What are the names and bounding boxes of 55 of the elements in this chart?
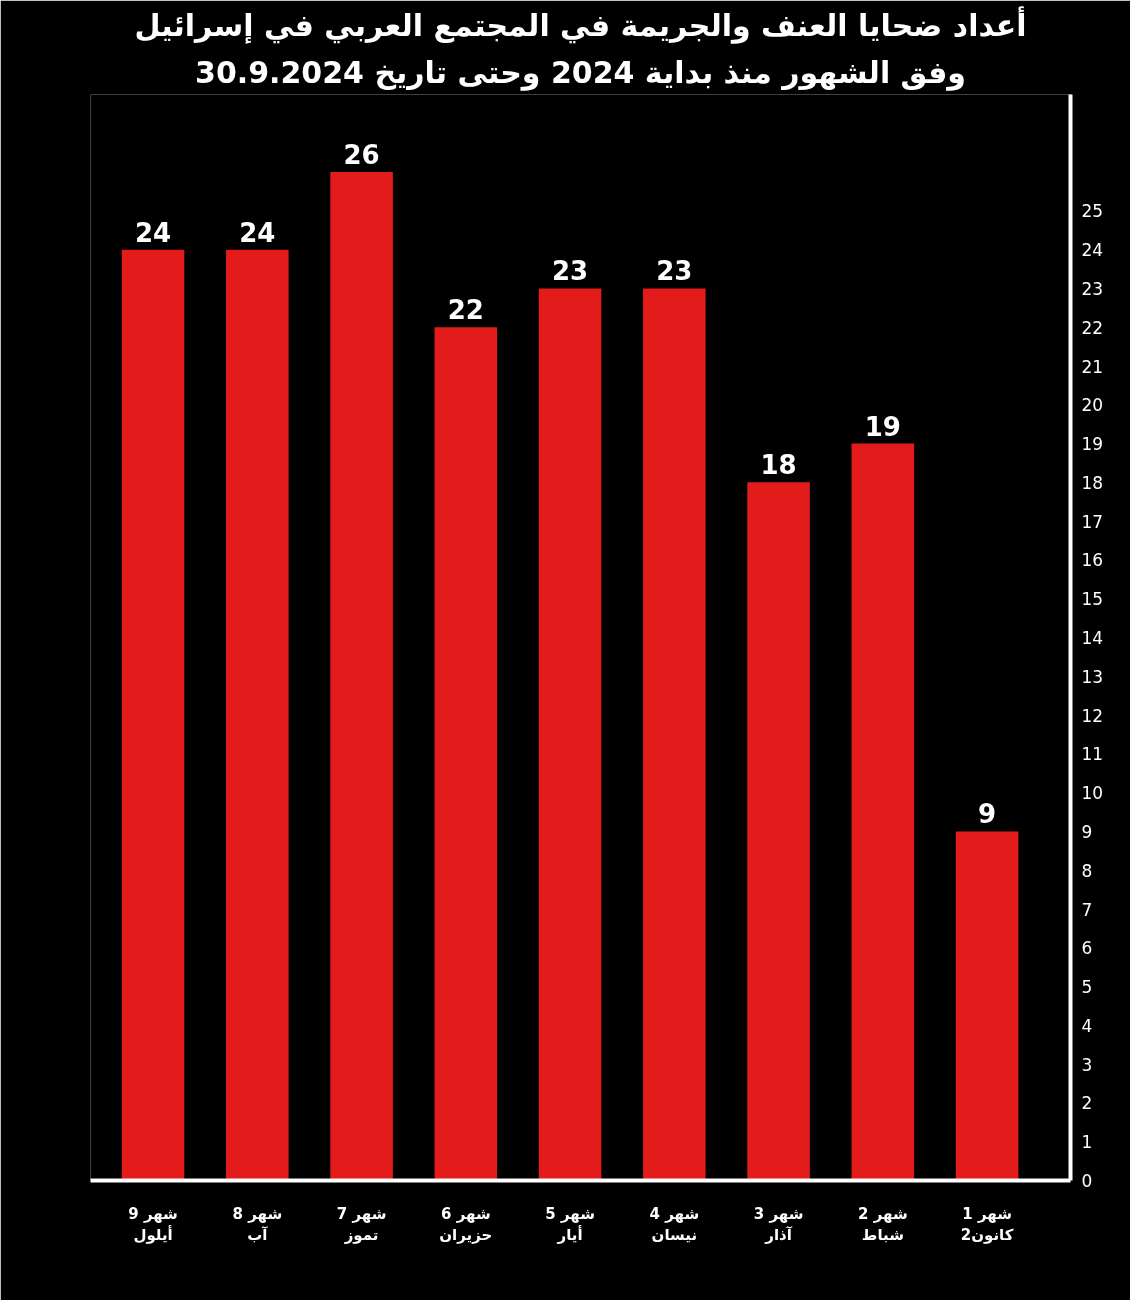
- data-label: 9: [978, 799, 997, 830]
- data-label: 23: [656, 256, 693, 287]
- data-label: 18: [760, 450, 797, 481]
- y-tick-label: 17: [1081, 511, 1104, 532]
- x-tick-label: شهر 3 آذار: [753, 1204, 804, 1245]
- y-tick-label: 5: [1081, 977, 1093, 998]
- y-tick-label: 21: [1081, 356, 1104, 377]
- y-tick-label: 4: [1081, 1015, 1093, 1036]
- chart-title: أعداد ضحايا العنف والجريمة في المجتمع العربي في إسرائيل: [134, 5, 1027, 44]
- x-tick-label: شهر 4 نيسان: [649, 1204, 700, 1245]
- y-tick-label: 0: [1081, 1171, 1093, 1191]
- bar: [121, 249, 185, 1181]
- y-tick-label: 8: [1081, 860, 1093, 881]
- bar: [538, 288, 602, 1181]
- y-tick-label: 16: [1081, 550, 1104, 571]
- y-tick-label: 10: [1081, 783, 1104, 804]
- bar: [226, 249, 289, 1181]
- bar: [434, 327, 498, 1181]
- y-tick-label: 14: [1081, 628, 1104, 648]
- data-label: 19: [864, 411, 901, 442]
- bar: [330, 172, 393, 1181]
- y-tick-label: 15: [1081, 589, 1104, 610]
- bar: [851, 443, 915, 1181]
- bar: [747, 482, 810, 1181]
- y-tick-label: 13: [1081, 666, 1104, 687]
- x-tick-label: شهر 9 أيلول: [128, 1204, 178, 1245]
- bar: [955, 831, 1019, 1181]
- y-tick-label: 19: [1081, 434, 1104, 455]
- y-tick-label: 6: [1081, 938, 1093, 959]
- data-label: 24: [134, 217, 172, 248]
- y-tick-label: 3: [1081, 1054, 1093, 1075]
- y-tick-label: 7: [1081, 899, 1093, 920]
- chart-subtitle: وفق الشهور منذ بداية 2024 وحتى تاريخ 30.9.2024: [195, 54, 966, 91]
- data-label: 26: [343, 140, 380, 171]
- data-label: 23: [551, 256, 589, 287]
- y-tick-label: 23: [1081, 278, 1104, 299]
- y-tick-label: 18: [1081, 472, 1104, 493]
- y-tick-label: 12: [1081, 705, 1104, 726]
- y-tick-label: 22: [1081, 317, 1104, 338]
- x-tick-label: شهر 7 تموز: [336, 1204, 387, 1245]
- x-tick-label: شهر 6 حزيران: [439, 1204, 493, 1245]
- x-tick-label: شهر 5 أيار: [545, 1204, 595, 1245]
- x-tick-label: شهر 2 شباط: [858, 1204, 908, 1245]
- x-tick-label: شهر 1 كانون2: [960, 1204, 1014, 1245]
- y-tick-label: 2: [1081, 1093, 1093, 1114]
- data-label: 22: [447, 295, 484, 326]
- y-tick-label: 9: [1081, 821, 1093, 842]
- y-tick-label: 25: [1081, 201, 1104, 222]
- y-tick-label: 20: [1081, 395, 1104, 416]
- x-tick-label: شهر 8 آب: [232, 1204, 283, 1245]
- y-tick-label: 11: [1081, 744, 1104, 765]
- bar: [643, 288, 706, 1181]
- data-label: 24: [239, 217, 276, 248]
- y-tick-label: 1: [1081, 1132, 1093, 1153]
- y-tick-label: 24: [1081, 240, 1104, 261]
